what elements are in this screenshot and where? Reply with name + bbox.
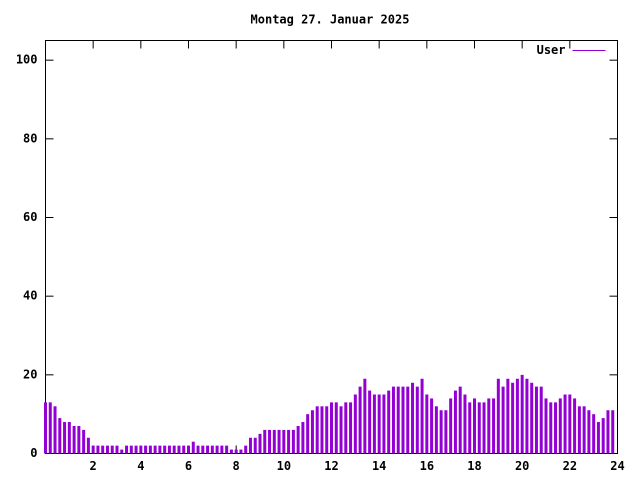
y-tick-label: 40 xyxy=(23,289,37,303)
x-tick-label: 22 xyxy=(563,459,577,473)
x-tick-label: 10 xyxy=(277,459,291,473)
x-tick-label: 18 xyxy=(467,459,481,473)
y-tick-label: 0 xyxy=(30,446,37,460)
y-tick-label: 60 xyxy=(23,210,37,224)
x-tick-label: 8 xyxy=(233,459,240,473)
x-tick-label: 2 xyxy=(90,459,97,473)
y-tick-label: 20 xyxy=(23,367,37,381)
legend-label: User xyxy=(537,43,566,57)
y-tick-label: 80 xyxy=(23,131,37,145)
x-tick-label: 16 xyxy=(420,459,434,473)
x-tick-label: 24 xyxy=(610,459,624,473)
x-tick-label: 12 xyxy=(324,459,338,473)
x-tick-label: 20 xyxy=(515,459,529,473)
y-tick-label: 100 xyxy=(16,53,38,67)
chart-title: Montag 27. Januar 2025 xyxy=(251,13,410,27)
x-tick-label: 6 xyxy=(185,459,192,473)
x-tick-label: 14 xyxy=(372,459,386,473)
x-tick-label: 4 xyxy=(137,459,144,473)
